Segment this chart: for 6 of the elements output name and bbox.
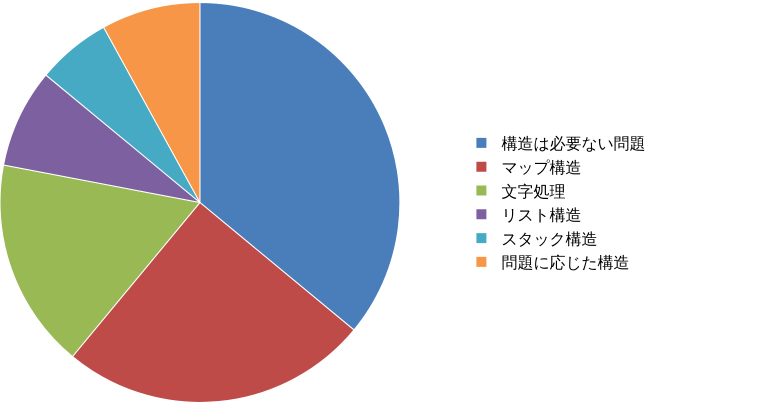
legend-label: リスト構造 (501, 206, 582, 225)
legend-label: 文字処理 (501, 182, 566, 201)
legend-label: スタック構造 (501, 229, 598, 248)
legend-label: 問題に応じた構造 (501, 253, 630, 272)
legend-label: マップ構造 (501, 158, 582, 177)
legend-label: 構造は必要ない問題 (501, 134, 646, 154)
